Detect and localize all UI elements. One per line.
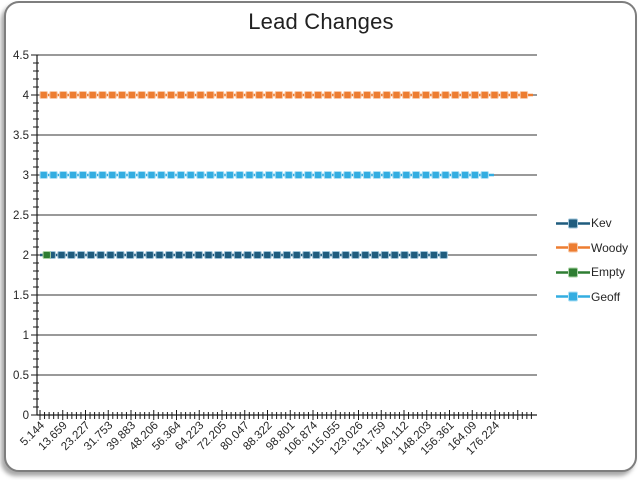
- gridlines: [37, 54, 537, 376]
- y-axis: [31, 54, 39, 416]
- legend-marker-icon: [556, 242, 590, 253]
- legend[interactable]: Kev Woody Empty Geoff: [556, 211, 638, 309]
- svg-text:4: 4: [23, 90, 30, 102]
- svg-text:0: 0: [23, 410, 29, 422]
- x-tick-labels: 5.14413.65923.22731.75339.88348.20656.36…: [18, 419, 502, 457]
- svg-text:2.5: 2.5: [13, 210, 29, 222]
- series-kev[interactable]: [40, 251, 448, 259]
- y-tick-labels: 0 0.5 1 1.5 2 2.5 3 3.5 4 4.5: [13, 50, 30, 422]
- series-geoff[interactable]: [39, 171, 494, 179]
- legend-label: Empty: [591, 265, 626, 280]
- legend-item-empty[interactable]: Empty: [556, 260, 638, 285]
- legend-label: Kev: [591, 216, 612, 231]
- series-empty[interactable]: [42, 251, 51, 259]
- legend-marker-icon: [556, 218, 590, 229]
- svg-text:3: 3: [23, 170, 29, 182]
- series-woody[interactable]: [39, 91, 533, 99]
- legend-item-kev[interactable]: Kev: [556, 211, 638, 236]
- legend-item-geoff[interactable]: Geoff: [556, 285, 638, 310]
- svg-text:1.5: 1.5: [13, 290, 29, 302]
- x-axis: [37, 410, 537, 420]
- svg-text:0.5: 0.5: [13, 370, 29, 382]
- legend-label: Geoff: [591, 289, 621, 304]
- legend-marker-icon: [556, 291, 590, 302]
- svg-text:1: 1: [23, 330, 29, 342]
- legend-label: Woody: [591, 240, 629, 255]
- legend-marker-icon: [556, 267, 590, 278]
- chart-title[interactable]: Lead Changes: [248, 9, 394, 34]
- svg-text:3.5: 3.5: [13, 130, 29, 142]
- legend-item-woody[interactable]: Woody: [556, 236, 638, 261]
- svg-text:4.5: 4.5: [13, 50, 29, 62]
- svg-text:2: 2: [23, 250, 29, 262]
- chart-frame[interactable]: [4, 1, 637, 472]
